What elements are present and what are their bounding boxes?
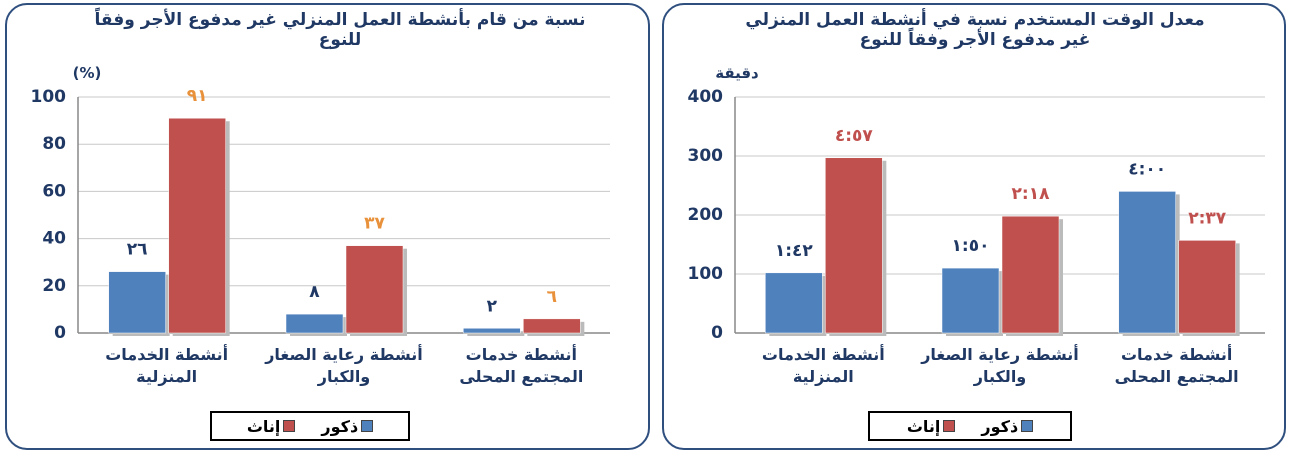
data-label: ١:٤٢ <box>775 241 814 261</box>
x-tick-label: أنشطة خدمات المجتمع المحلى <box>459 345 584 386</box>
data-label: ٢٦ <box>127 240 148 260</box>
bar <box>1118 191 1176 334</box>
data-label: ٣٧ <box>364 214 385 234</box>
y-tick-label: 300 <box>688 146 724 166</box>
bar <box>765 272 823 334</box>
legend: ذكور إناث <box>210 411 410 441</box>
bar <box>463 328 521 334</box>
legend-swatch <box>361 420 374 432</box>
bar <box>941 267 1000 334</box>
bar <box>825 157 883 334</box>
y-tick-label: 200 <box>688 205 724 225</box>
data-label: ٢ <box>487 296 498 316</box>
legend-label: إناث <box>246 416 281 436</box>
legend-swatch <box>283 420 296 432</box>
chart-title: نسبة من قام بأنشطة العمل المنزلي غير مدف… <box>94 10 586 50</box>
bar-shadow <box>467 331 525 336</box>
y-tick-label: 80 <box>42 134 66 154</box>
panel <box>662 3 1286 450</box>
bar <box>1001 215 1060 334</box>
y-tick-label: 40 <box>42 229 66 249</box>
bar <box>285 313 344 334</box>
legend-label: ذكور <box>981 416 1019 436</box>
data-label: ٢:١٨ <box>1012 184 1051 204</box>
x-tick-label: أنشطة الخدمات المنزلية <box>761 345 885 386</box>
bar <box>1178 240 1236 334</box>
data-label: ٢:٣٧ <box>1188 208 1227 228</box>
bar <box>108 271 166 334</box>
data-label: ٨ <box>309 282 320 302</box>
x-tick-label: أنشطة رعاية الصغار والكبار <box>265 345 423 386</box>
legend-item: إناث <box>247 417 296 436</box>
y-tick-label: 60 <box>42 181 66 201</box>
legend-swatch <box>1021 420 1034 432</box>
bar <box>168 117 226 334</box>
bar <box>523 318 581 334</box>
data-label: ٤:٠٠ <box>1128 159 1166 179</box>
y-tick-label: 400 <box>688 87 724 107</box>
chart-title: معدل الوقت المستخدم نسبة في أنشطة العمل … <box>745 10 1205 50</box>
legend-item: إناث <box>907 417 956 436</box>
x-tick-label: أنشطة خدمات المجتمع المحلى <box>1114 345 1239 386</box>
y-tick-label: 0 <box>54 323 66 343</box>
bar <box>345 245 404 334</box>
legend: ذكور إناث <box>868 411 1072 441</box>
y-tick-label: 20 <box>42 276 66 296</box>
x-tick-label: أنشطة رعاية الصغار والكبار <box>921 345 1079 386</box>
legend-item: ذكور <box>321 416 374 436</box>
y-axis-label: (%) <box>72 64 102 82</box>
data-label: ٤:٥٧ <box>835 126 874 146</box>
y-tick-label: 0 <box>711 323 723 343</box>
legend-label: ذكور <box>321 416 359 436</box>
legend-swatch <box>943 420 956 432</box>
data-label: ١:٥٠ <box>952 236 990 256</box>
data-label: ٩١ <box>187 86 208 106</box>
y-tick-label: 100 <box>31 87 67 107</box>
legend-item: ذكور <box>981 416 1034 436</box>
y-axis-label: دقيقة <box>715 64 759 82</box>
legend-label: إناث <box>906 416 941 436</box>
panel <box>5 3 650 450</box>
x-tick-label: أنشطة الخدمات المنزلية <box>105 345 229 386</box>
y-tick-label: 100 <box>688 264 724 284</box>
data-label: ٦ <box>547 287 557 307</box>
